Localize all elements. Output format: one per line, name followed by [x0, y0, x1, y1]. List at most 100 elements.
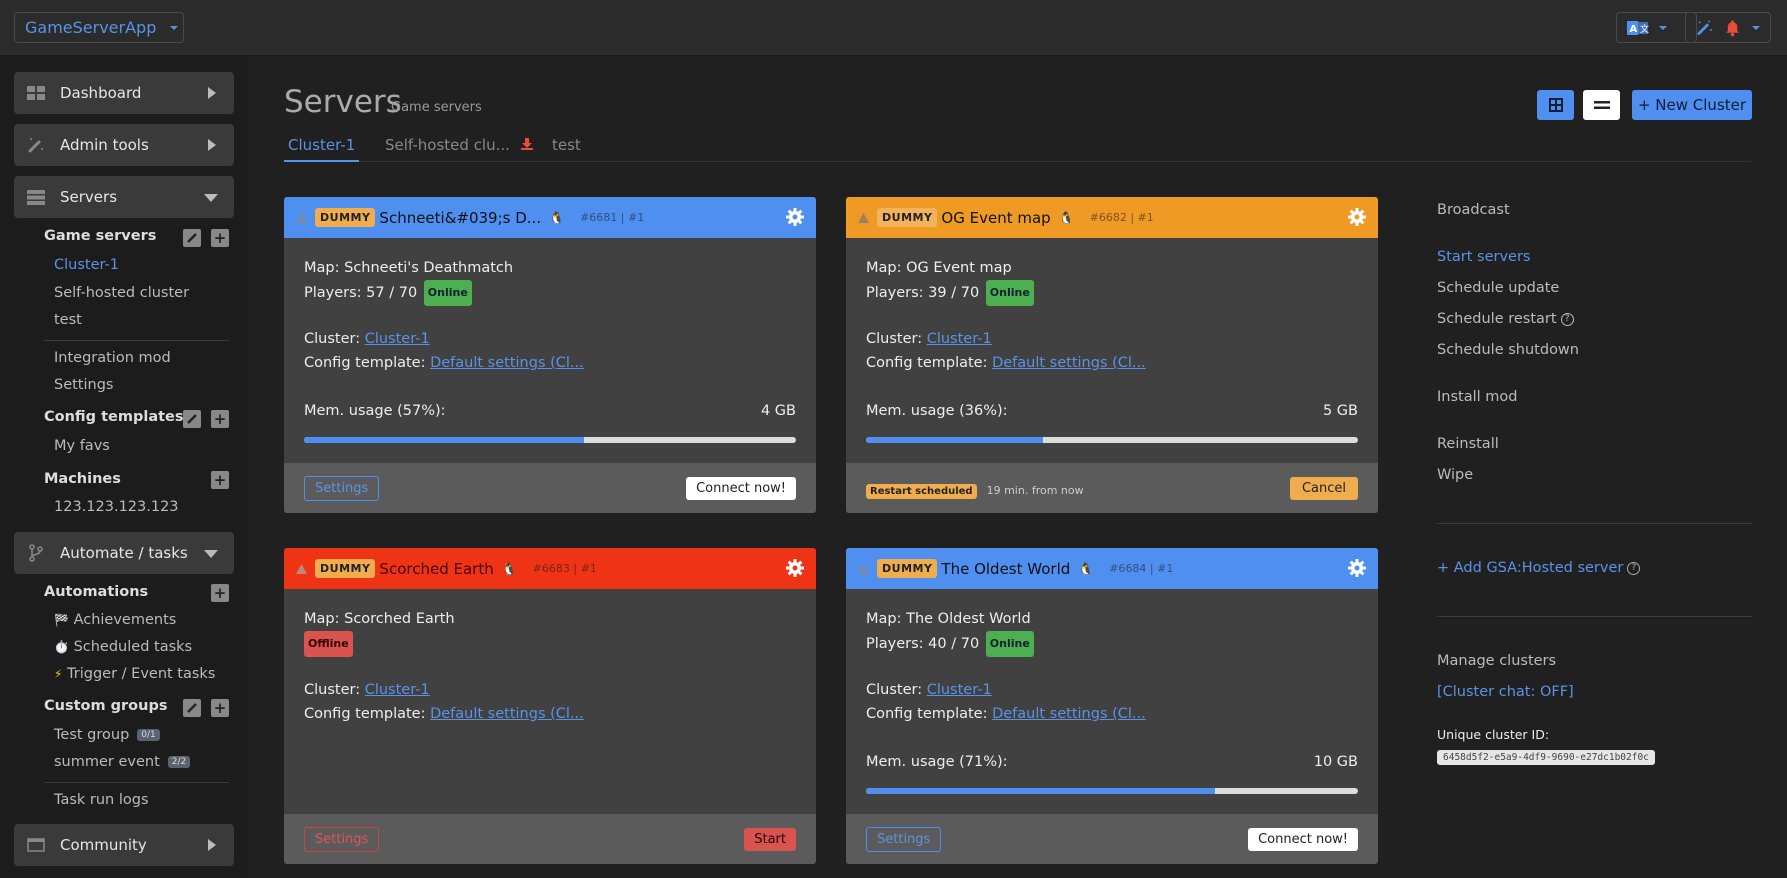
- sidebar-machine[interactable]: 123.123.123.123: [54, 499, 179, 515]
- add-automation-button[interactable]: +: [211, 584, 229, 602]
- cluster-link[interactable]: Cluster-1: [364, 682, 430, 698]
- tab-cluster-1[interactable]: Cluster-1: [284, 136, 360, 162]
- status-badge: Online: [985, 631, 1034, 657]
- gear-icon[interactable]: [786, 208, 804, 226]
- section-machines: Machines: [44, 471, 121, 487]
- cluster-chat-toggle[interactable]: [Cluster chat: OFF]: [1437, 684, 1574, 700]
- dummy-badge: DUMMY: [877, 208, 938, 227]
- settings-button[interactable]: Settings: [304, 475, 380, 501]
- help-icon[interactable]: ?: [1560, 312, 1574, 326]
- sidebar-item-community[interactable]: Community: [14, 824, 234, 866]
- server-id: #6681 | #1: [580, 211, 645, 224]
- gear-icon[interactable]: [1348, 208, 1366, 226]
- tab-self-hosted[interactable]: Self-hosted clu...: [385, 136, 533, 154]
- sidebar-cluster-1[interactable]: Cluster-1: [54, 257, 119, 273]
- edit-custom-groups-button[interactable]: [183, 699, 201, 717]
- add-config-template-button[interactable]: +: [211, 410, 229, 428]
- help-icon[interactable]: ?: [1627, 561, 1641, 575]
- cluster-tabs: Cluster-1 Self-hosted clu... test: [284, 136, 1751, 162]
- edit-game-servers-button[interactable]: [183, 229, 201, 247]
- tab-test[interactable]: test: [552, 136, 581, 154]
- game-logo-icon: [296, 212, 307, 223]
- server-name[interactable]: Scorched Earth: [379, 559, 494, 578]
- server-card-header: DUMMY The Oldest World 🐧 #6684 | #1: [846, 548, 1378, 589]
- chevron-down-icon: [1659, 25, 1667, 30]
- chevron-down-icon: [1752, 25, 1760, 30]
- sidebar-integration-mod[interactable]: Integration mod: [54, 350, 171, 366]
- group-count-badge: 0/1: [137, 729, 160, 741]
- server-name[interactable]: OG Event map: [941, 208, 1051, 227]
- schedule-shutdown-link[interactable]: Schedule shutdown: [1437, 342, 1579, 358]
- server-card: DUMMY OG Event map 🐧 #6682 | #1 Map: OG …: [846, 197, 1378, 513]
- edit-config-templates-button[interactable]: [183, 410, 201, 428]
- cluster-link[interactable]: Cluster-1: [926, 682, 992, 698]
- wipe-link[interactable]: Wipe: [1437, 467, 1474, 483]
- cluster-link[interactable]: Cluster-1: [926, 331, 992, 347]
- tools-notifications-button[interactable]: [1685, 12, 1771, 43]
- unique-id-label: Unique cluster ID:: [1437, 727, 1550, 742]
- status-badge: Online: [985, 280, 1034, 306]
- install-mod-link[interactable]: Install mod: [1437, 389, 1518, 405]
- gear-icon[interactable]: [1348, 559, 1366, 577]
- start-server-button[interactable]: Start: [744, 827, 796, 851]
- broadcast-link[interactable]: Broadcast: [1437, 202, 1510, 218]
- player-count: 57 / 70: [366, 285, 418, 301]
- schedule-restart-link[interactable]: Schedule restart?: [1437, 311, 1574, 327]
- connect-button[interactable]: Connect now!: [686, 476, 796, 500]
- app-switcher-button[interactable]: GameServerApp: [14, 12, 184, 43]
- magic-wand-icon: [26, 137, 46, 153]
- reinstall-link[interactable]: Reinstall: [1437, 436, 1499, 452]
- pencil-icon: [187, 414, 197, 424]
- sidebar-item-label: Community: [60, 836, 147, 854]
- sidebar-cluster-self-hosted[interactable]: Self-hosted cluster: [54, 285, 190, 301]
- sidebar-item-automate[interactable]: Automate / tasks: [14, 532, 234, 574]
- map-name: The Oldest World: [906, 611, 1031, 627]
- sidebar-item-dashboard[interactable]: Dashboard: [14, 72, 234, 114]
- add-game-server-button[interactable]: +: [211, 229, 229, 247]
- sidebar-cluster-test[interactable]: test: [54, 312, 82, 328]
- sidebar-trigger-tasks[interactable]: ⚡ Trigger / Event tasks: [54, 666, 216, 682]
- svg-text:A: A: [1630, 24, 1638, 35]
- settings-button[interactable]: Settings: [866, 826, 942, 852]
- schedule-update-link[interactable]: Schedule update: [1437, 280, 1560, 296]
- chevron-down-icon: [170, 25, 179, 30]
- sidebar-achievements[interactable]: 🏁 Achievements: [54, 612, 177, 628]
- cluster-link[interactable]: Cluster-1: [364, 331, 430, 347]
- config-template-link[interactable]: Default settings (Cl...: [430, 355, 584, 371]
- sidebar-group-summer-event[interactable]: summer event 2/2: [54, 754, 191, 770]
- section-game-servers: Game servers: [44, 228, 157, 244]
- divider: [1437, 523, 1752, 524]
- add-custom-group-button[interactable]: +: [211, 699, 229, 717]
- config-template-link[interactable]: Default settings (Cl...: [992, 706, 1146, 722]
- new-cluster-button[interactable]: + New Cluster: [1632, 90, 1752, 120]
- sidebar-group-test-group[interactable]: Test group 0/1: [54, 727, 160, 743]
- checkered-flag-icon: 🏁: [54, 613, 69, 627]
- server-name[interactable]: The Oldest World: [941, 559, 1071, 578]
- add-hosted-server-link[interactable]: + Add GSA:Hosted server?: [1437, 560, 1641, 576]
- sidebar-item-admin-tools[interactable]: Admin tools: [14, 124, 234, 166]
- mem-usage-bar: [866, 437, 1358, 443]
- cancel-restart-button[interactable]: Cancel: [1289, 476, 1358, 500]
- server-name[interactable]: Schneeti&#039;s D...: [379, 208, 542, 227]
- config-template-link[interactable]: Default settings (Cl...: [430, 706, 584, 722]
- sidebar-item-label: Automate / tasks: [60, 544, 188, 562]
- config-template-link[interactable]: Default settings (Cl...: [992, 355, 1146, 371]
- list-view-button[interactable]: [1583, 90, 1620, 120]
- add-machine-button[interactable]: +: [211, 471, 229, 489]
- sidebar-item-label: Dashboard: [60, 84, 142, 102]
- sidebar-template-my-favs[interactable]: My favs: [54, 438, 110, 454]
- grid-view-button[interactable]: [1537, 90, 1574, 120]
- settings-button[interactable]: Settings: [304, 826, 380, 852]
- dummy-badge: DUMMY: [315, 559, 376, 578]
- game-logo-icon: [296, 563, 307, 574]
- start-servers-link[interactable]: Start servers: [1437, 249, 1531, 265]
- sidebar-item-servers[interactable]: Servers: [14, 176, 234, 218]
- sidebar-task-run-logs[interactable]: Task run logs: [54, 792, 149, 808]
- sidebar-settings[interactable]: Settings: [54, 377, 114, 393]
- connect-button[interactable]: Connect now!: [1248, 827, 1358, 851]
- sidebar-scheduled-tasks[interactable]: ⏱️ Scheduled tasks: [54, 639, 193, 655]
- gear-icon[interactable]: [786, 559, 804, 577]
- sidebar: Dashboard Admin tools Servers Game serve…: [0, 57, 248, 878]
